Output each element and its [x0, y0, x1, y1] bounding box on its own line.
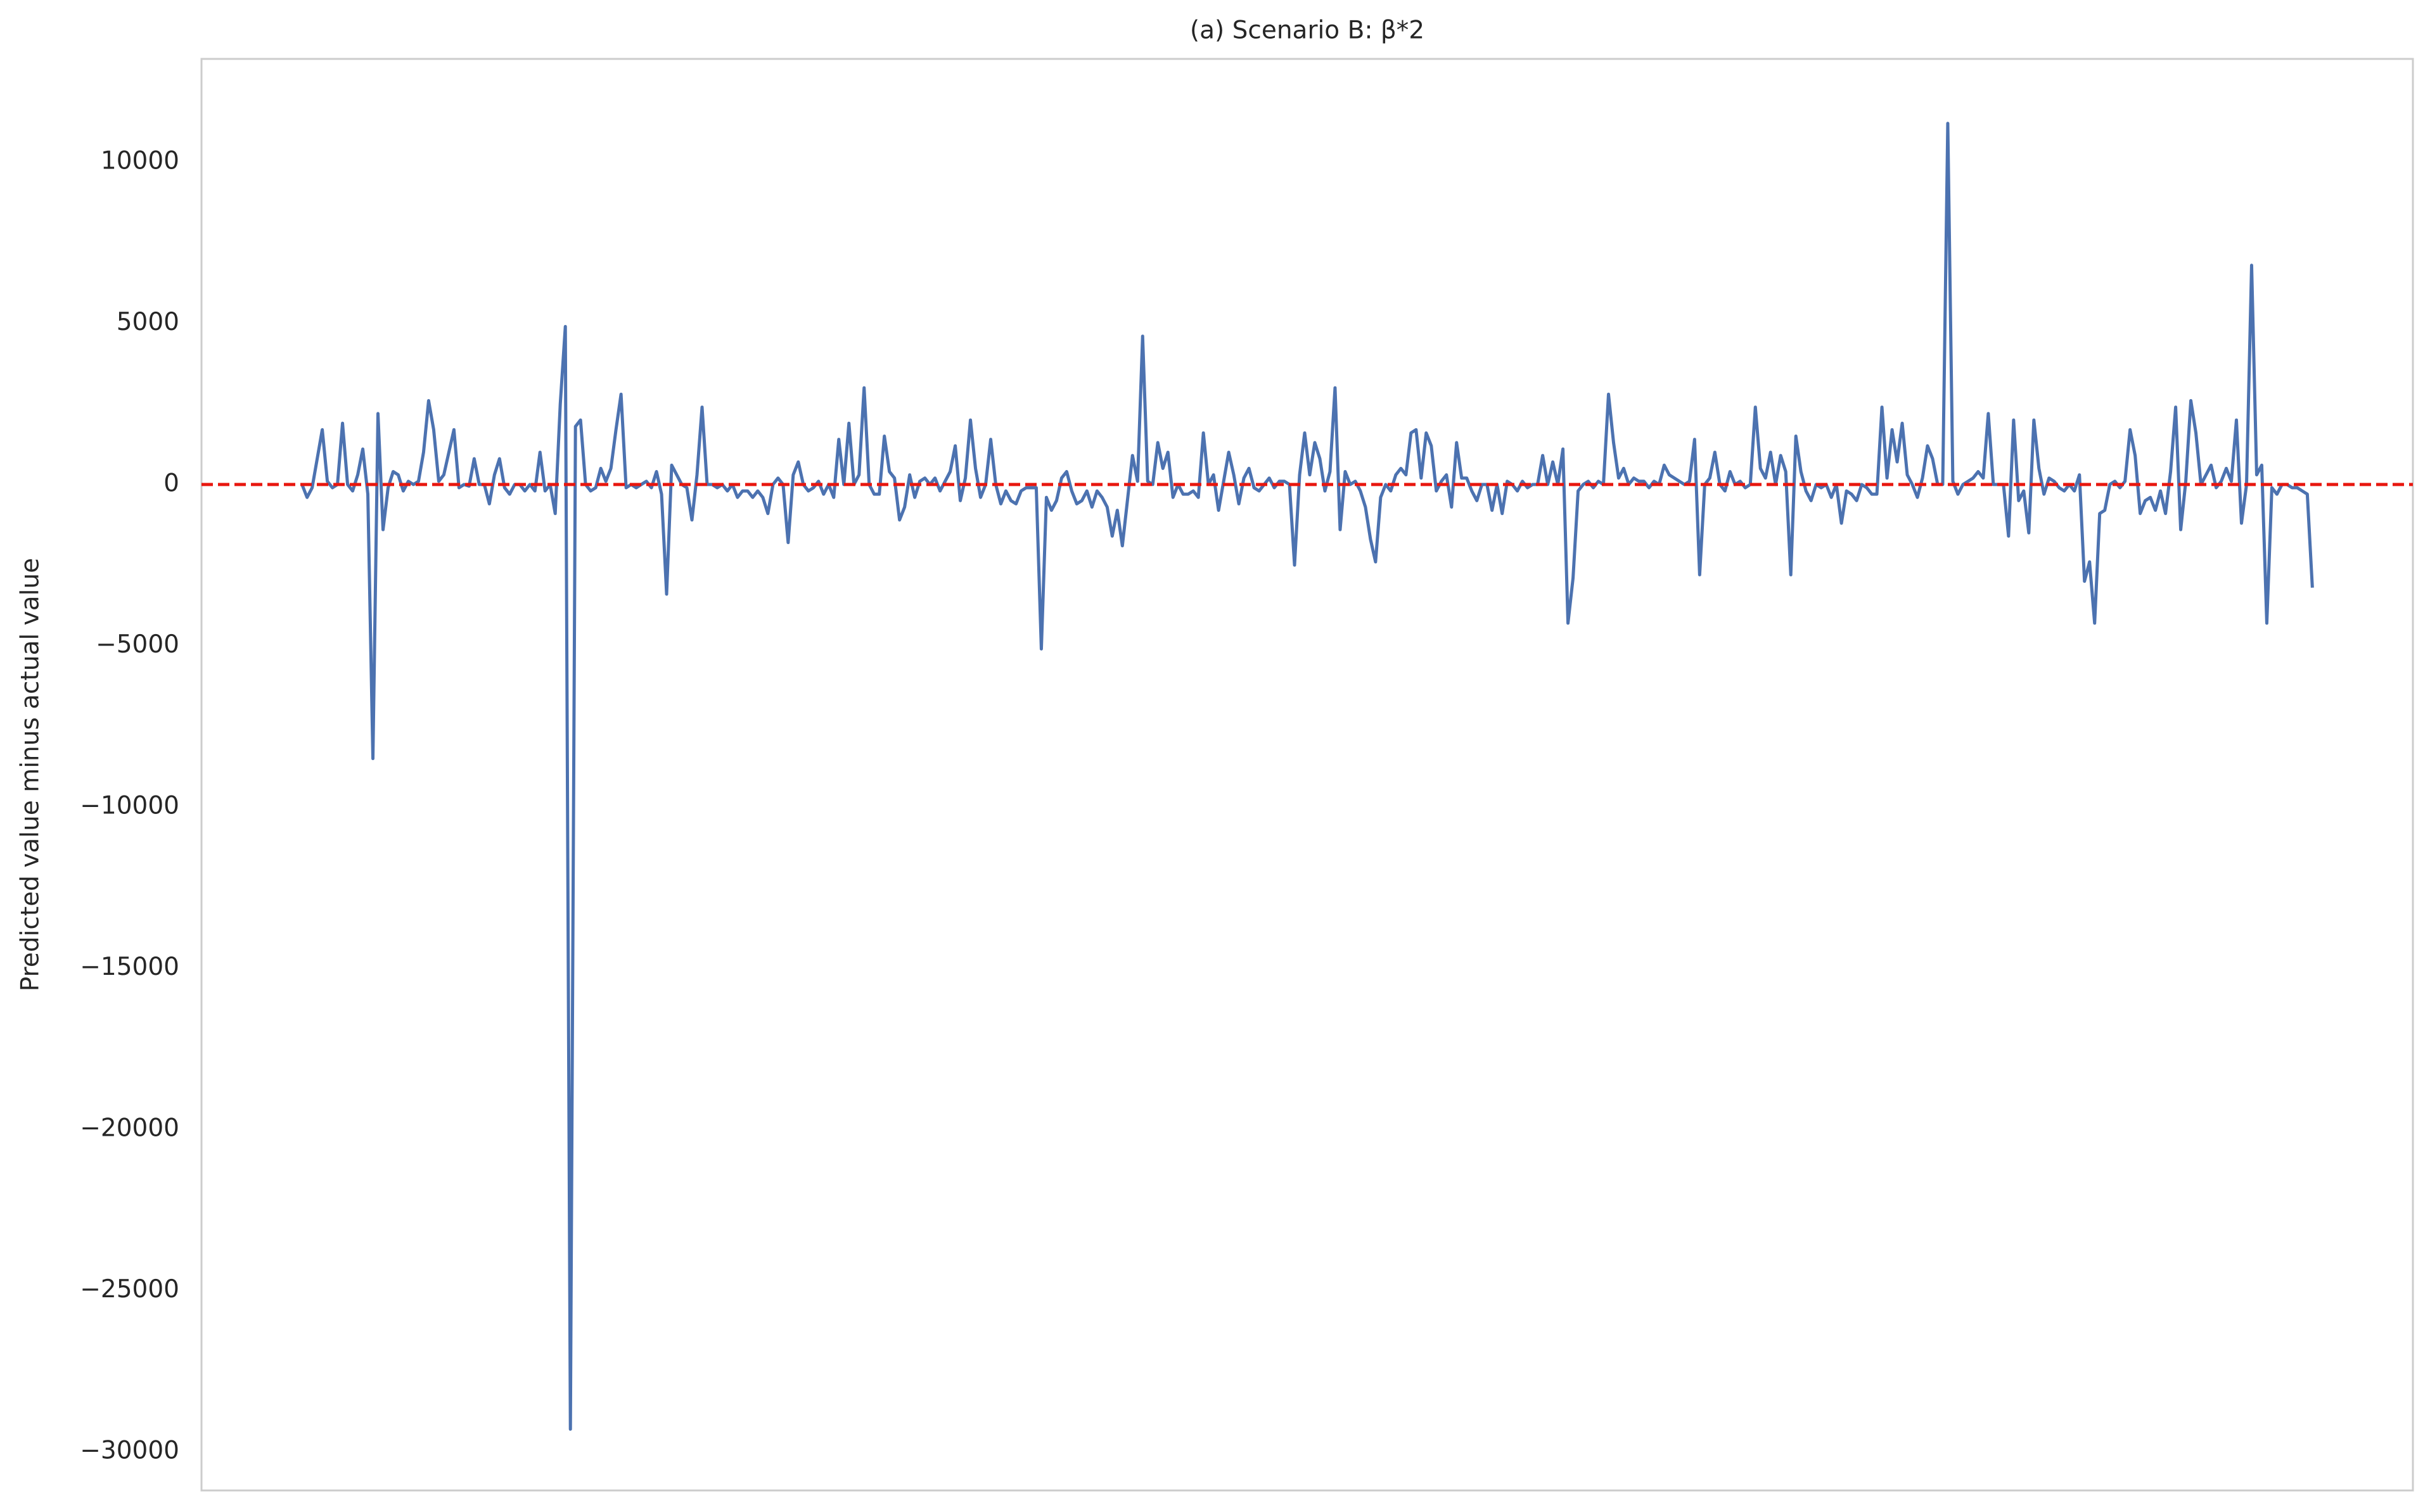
- y-tick-label: −25000: [80, 1275, 179, 1304]
- y-tick-label: −15000: [80, 953, 179, 981]
- chart-title: (a) Scenario B: β*2: [1190, 16, 1424, 45]
- data-line: [300, 122, 2314, 1431]
- y-tick-label: 10000: [101, 146, 179, 175]
- y-tick-label: −20000: [80, 1114, 179, 1142]
- y-tick-label: −5000: [96, 630, 179, 659]
- y-tick-label: 5000: [117, 308, 179, 336]
- y-tick-label: −10000: [80, 791, 179, 820]
- plot-frame: [200, 58, 2414, 1492]
- y-tick-label: 0: [163, 469, 179, 497]
- y-tick-label: −30000: [80, 1436, 179, 1464]
- y-axis-label: Predicted value minus actual value: [16, 558, 45, 991]
